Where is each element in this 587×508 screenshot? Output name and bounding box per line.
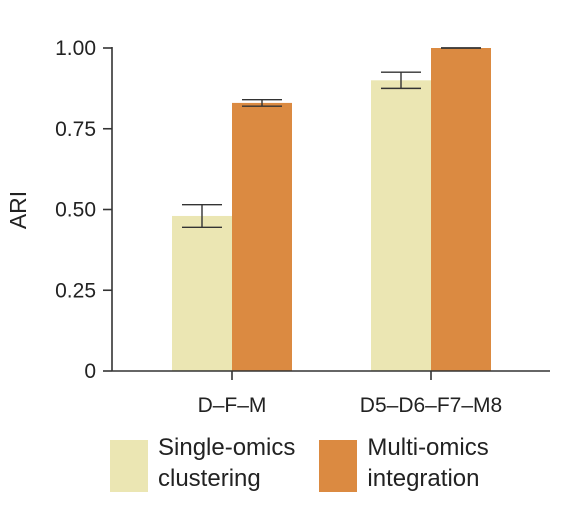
bar-multi-omics bbox=[431, 48, 491, 371]
y-tick-label: 0.25 bbox=[55, 279, 96, 302]
legend-label-line: integration bbox=[367, 465, 480, 492]
legend-swatch-single-omics bbox=[110, 440, 148, 492]
x-tick-label: D–F–M bbox=[198, 394, 267, 417]
legend-label-single-omics: Single-omics clustering bbox=[158, 432, 295, 494]
y-tick-label: 1.00 bbox=[55, 37, 96, 60]
legend-label-line: Multi-omics bbox=[367, 434, 489, 461]
legend: Single-omics clustering Multi-omics inte… bbox=[110, 432, 513, 494]
legend-label-multi-omics: Multi-omics integration bbox=[367, 432, 488, 494]
error-bars-group bbox=[182, 47, 481, 228]
bar-multi-omics bbox=[232, 102, 292, 371]
legend-label-line: Single-omics bbox=[158, 434, 296, 461]
bar-single-omics bbox=[371, 80, 431, 372]
legend-item-single-omics: Single-omics clustering bbox=[110, 432, 295, 494]
x-axis: D–F–M D5–D6–F7–M8 bbox=[112, 370, 550, 417]
bars-group bbox=[172, 48, 491, 372]
y-axis: 0 0.25 0.50 0.75 1.00 bbox=[55, 37, 113, 383]
y-axis-title: ARI bbox=[5, 191, 31, 229]
bar-single-omics bbox=[172, 215, 232, 371]
legend-label-line: clustering bbox=[158, 465, 261, 492]
legend-item-multi-omics: Multi-omics integration bbox=[319, 432, 489, 494]
y-tick-label: 0 bbox=[84, 360, 96, 383]
y-tick-label: 0.50 bbox=[55, 199, 96, 222]
legend-swatch-multi-omics bbox=[319, 440, 358, 492]
x-tick-label: D5–D6–F7–M8 bbox=[360, 394, 502, 417]
y-tick-label: 0.75 bbox=[55, 118, 96, 141]
